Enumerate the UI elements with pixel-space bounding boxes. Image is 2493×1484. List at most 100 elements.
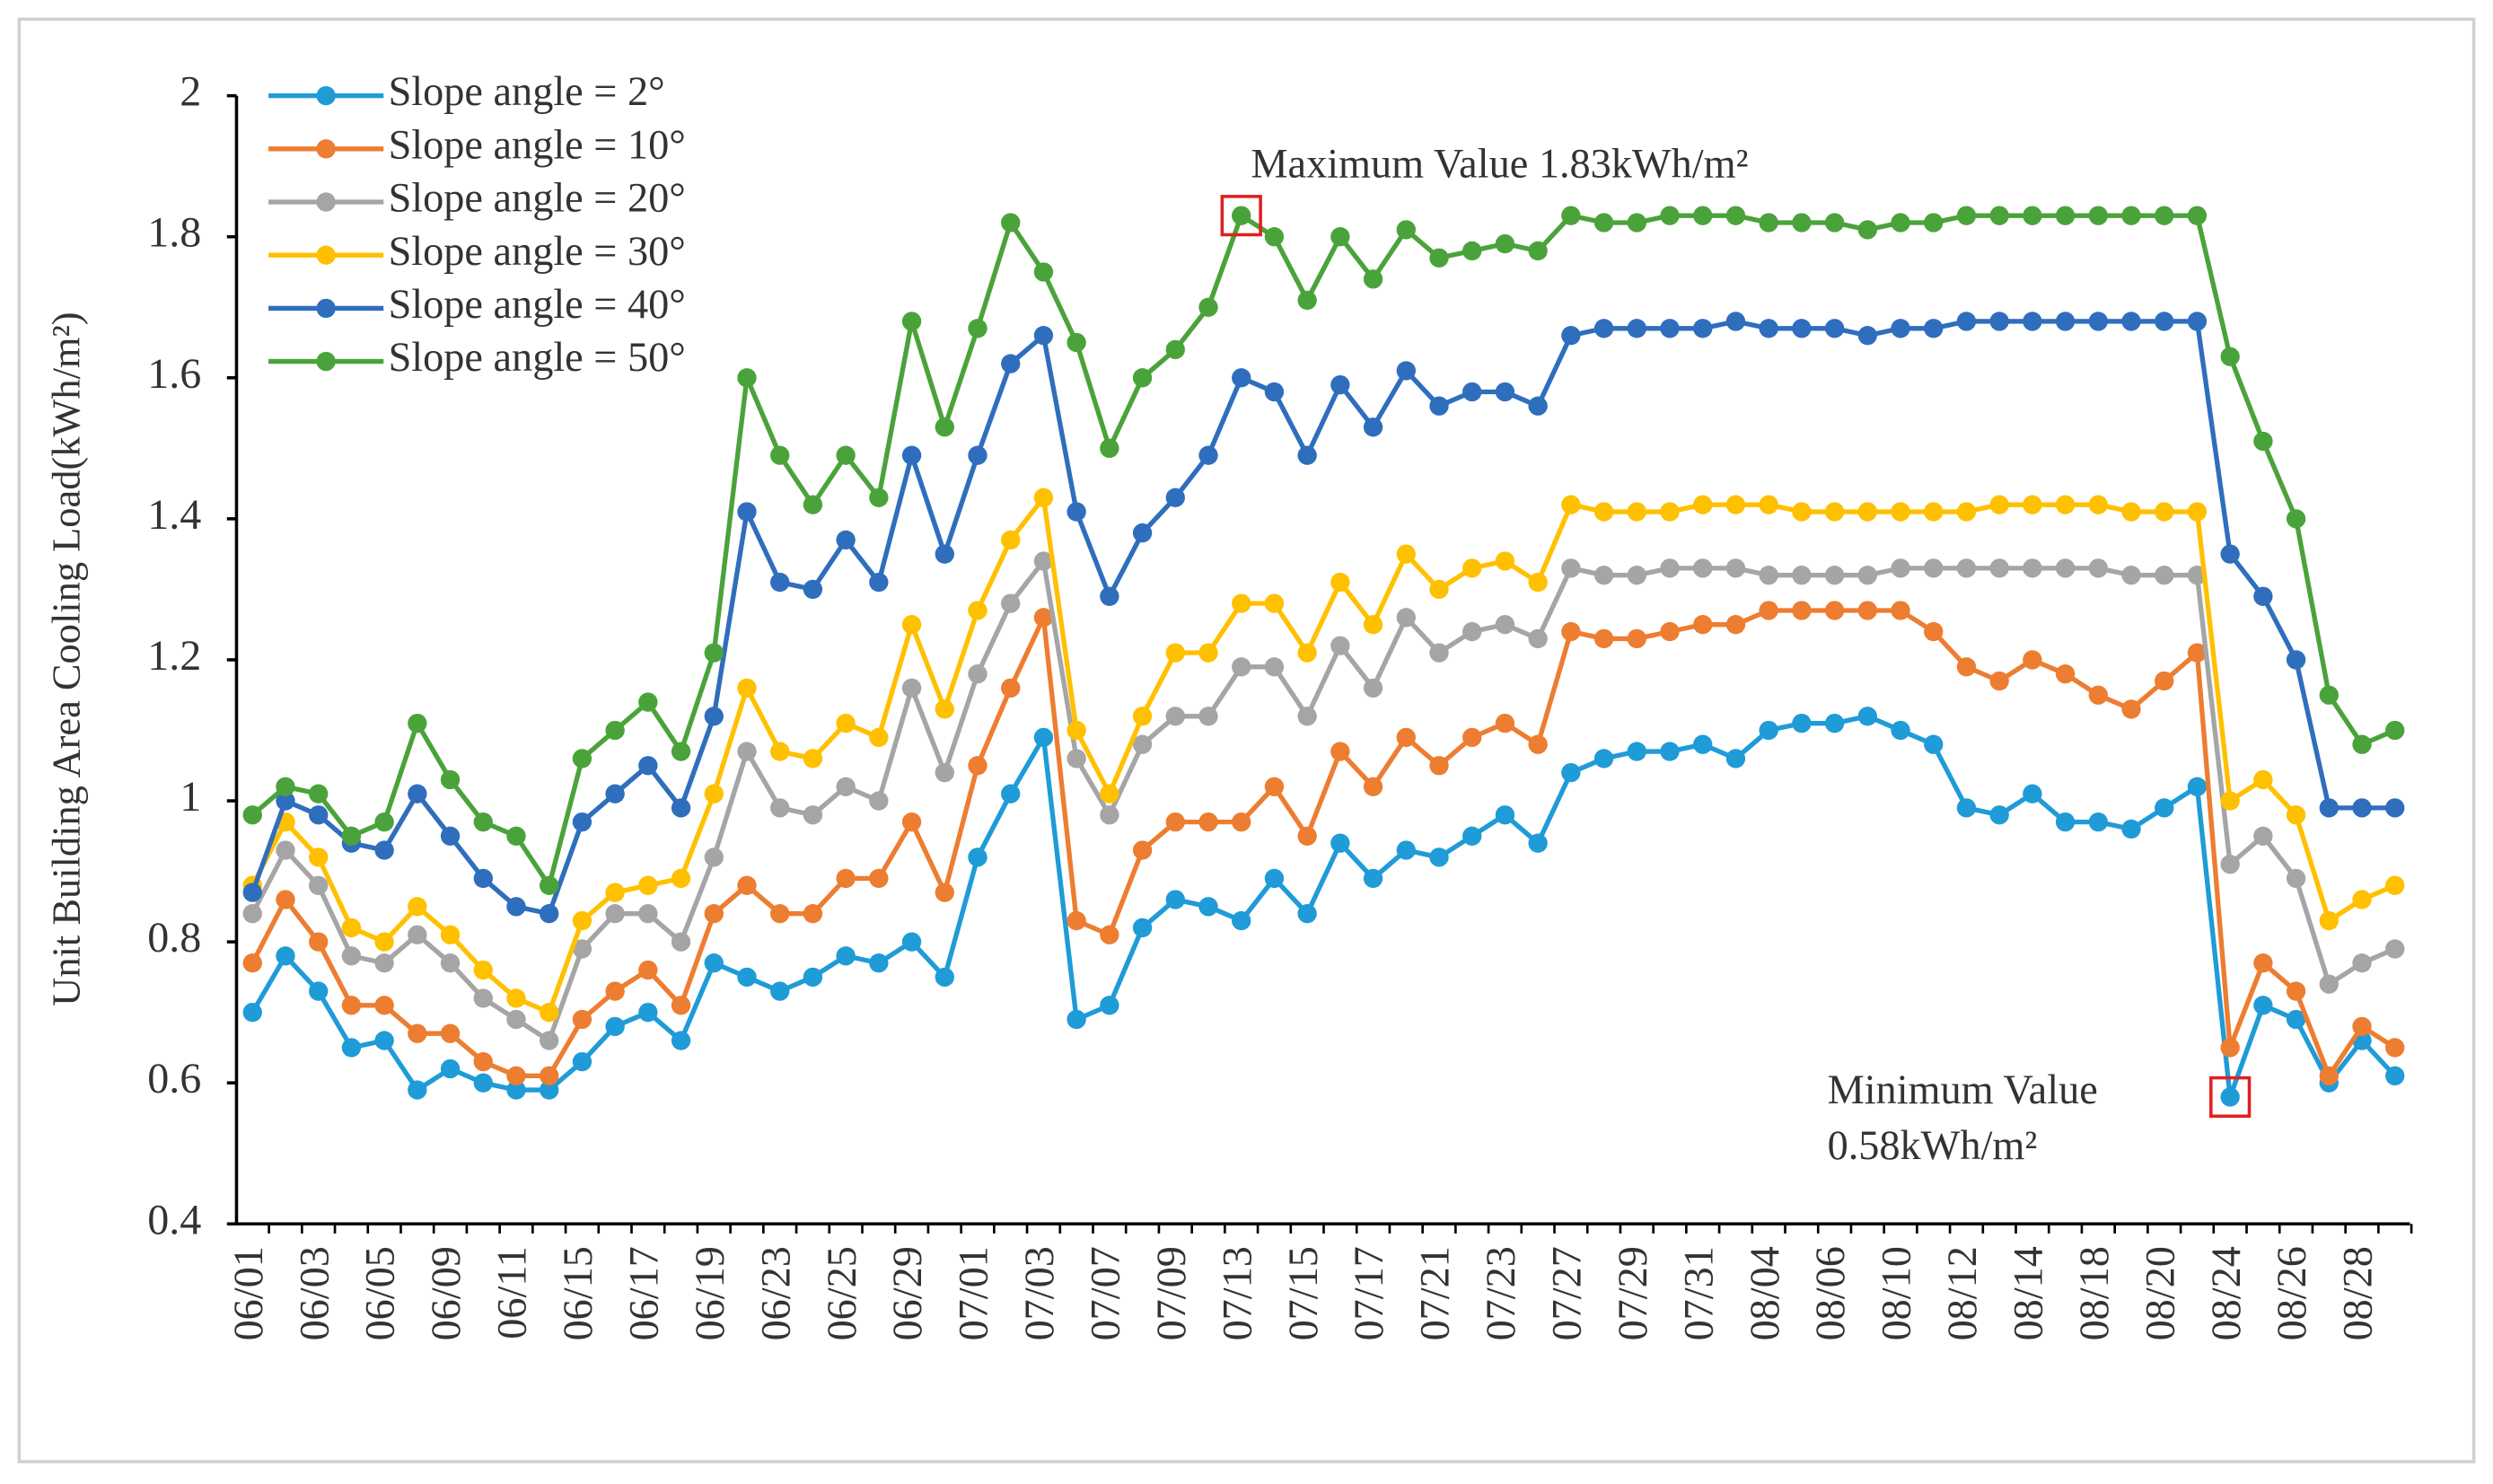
point	[341, 946, 362, 966]
point	[671, 742, 691, 761]
point	[2121, 566, 2141, 585]
point	[1824, 319, 1845, 338]
point	[540, 1066, 559, 1086]
point	[1001, 354, 1021, 373]
point	[1297, 643, 1317, 663]
point	[1198, 812, 1218, 832]
point	[1593, 628, 1614, 649]
point	[2023, 206, 2042, 225]
point	[935, 544, 954, 564]
point	[1462, 727, 1482, 748]
point	[1363, 417, 1383, 437]
point	[1857, 707, 1877, 726]
point	[836, 530, 856, 550]
y-tick-label: 2	[180, 68, 201, 116]
point	[1660, 502, 1680, 522]
point	[737, 678, 757, 698]
point	[440, 953, 461, 973]
point	[1396, 840, 1416, 860]
point	[1330, 833, 1350, 853]
point	[374, 812, 394, 832]
point	[1660, 742, 1680, 761]
point	[572, 1051, 593, 1072]
point	[309, 875, 329, 895]
point	[1462, 241, 1482, 261]
point	[1627, 502, 1646, 522]
point	[309, 847, 329, 867]
point	[1067, 720, 1086, 741]
x-tick-label: 06/29	[885, 1246, 931, 1340]
point	[276, 840, 295, 860]
point	[2220, 791, 2240, 811]
point	[2023, 495, 2042, 514]
point	[2155, 312, 2174, 331]
point	[1759, 495, 1778, 514]
point	[803, 579, 823, 600]
point	[276, 791, 295, 811]
point	[605, 882, 625, 902]
point	[869, 487, 889, 507]
point	[2352, 734, 2372, 754]
point	[770, 981, 790, 1001]
point	[1033, 262, 1054, 282]
point	[1924, 213, 1944, 233]
point	[638, 1002, 658, 1023]
point	[1198, 297, 1218, 317]
point	[1989, 495, 2009, 514]
x-tick-label: 06/23	[753, 1246, 799, 1340]
point	[1824, 713, 1845, 733]
point	[935, 882, 954, 902]
point	[605, 1016, 625, 1037]
point	[1495, 713, 1515, 733]
point	[2187, 643, 2208, 663]
x-tick-label: 07/13	[1215, 1246, 1260, 1340]
y-tick-label: 0.4	[147, 1196, 201, 1243]
point	[1132, 918, 1153, 938]
point	[1561, 326, 1581, 346]
point	[1891, 319, 1910, 338]
point	[803, 749, 823, 768]
point	[506, 1080, 526, 1100]
point	[901, 812, 922, 832]
point	[2220, 855, 2240, 874]
point	[440, 826, 461, 846]
point	[242, 1002, 262, 1023]
point	[1429, 756, 1449, 776]
point	[572, 812, 593, 832]
point	[1363, 269, 1383, 289]
point	[704, 847, 724, 867]
point	[1198, 897, 1218, 917]
point	[2286, 981, 2306, 1001]
point	[1660, 621, 1680, 642]
point	[1001, 213, 1021, 233]
point	[901, 445, 922, 465]
point	[1956, 798, 1977, 818]
point	[1627, 319, 1646, 338]
point	[1100, 925, 1119, 944]
point	[638, 692, 658, 712]
point	[1759, 601, 1778, 620]
point	[2187, 206, 2208, 225]
point	[869, 572, 889, 593]
point	[309, 981, 329, 1001]
point	[1462, 558, 1482, 578]
point	[242, 805, 262, 825]
point	[242, 904, 262, 924]
point	[2187, 777, 2208, 796]
point	[671, 996, 691, 1015]
point	[836, 777, 856, 796]
point	[1824, 566, 1845, 585]
point	[473, 988, 493, 1008]
legend-marker	[316, 139, 336, 159]
x-tick-label: 08/12	[1940, 1246, 1986, 1340]
point	[836, 868, 856, 889]
point	[1956, 312, 1977, 331]
point	[901, 678, 922, 698]
point	[1725, 206, 1746, 225]
point	[1857, 566, 1877, 585]
point	[2155, 566, 2174, 585]
point	[1528, 833, 1548, 853]
point	[1067, 910, 1086, 931]
point	[836, 946, 856, 966]
point	[374, 1031, 394, 1050]
